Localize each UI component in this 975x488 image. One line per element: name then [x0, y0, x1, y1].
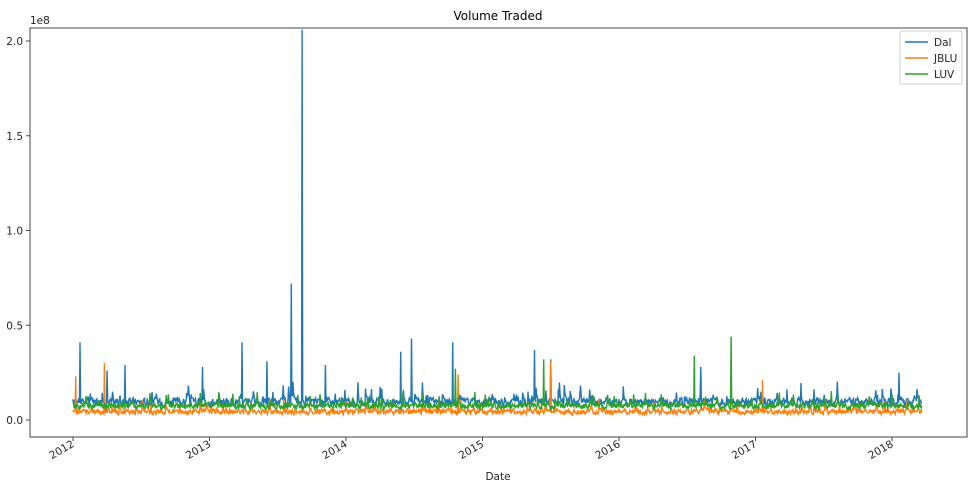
y-tick-label: 1.5: [6, 131, 23, 143]
plot-frame: [29, 27, 968, 438]
x-axis: 2012 2013 2014 2015 2016 2017 2018: [47, 437, 896, 462]
chart-title: Volume Traded: [454, 9, 543, 23]
x-tick-label: 2018: [866, 438, 895, 462]
series-luv: [72, 336, 923, 412]
y-axis: 0.0 0.5 1.0 1.5 2.0: [6, 36, 30, 427]
y-tick-label: 0.0: [6, 415, 23, 427]
series-dal: [72, 29, 922, 410]
x-tick-label: 2012: [47, 438, 76, 462]
legend-item-jblu: JBLU: [905, 53, 957, 65]
x-tick-label: 2014: [320, 438, 349, 462]
x-axis-label: Date: [485, 471, 510, 483]
legend: Dal JBLU LUV: [899, 30, 963, 85]
x-tick-label: 2017: [730, 438, 759, 462]
y-scale-label: 1e8: [30, 15, 50, 27]
legend-label: Dal: [934, 37, 951, 49]
x-tick-label: 2013: [184, 438, 213, 462]
legend-label: LUV: [934, 69, 955, 81]
x-tick-label: 2015: [457, 438, 486, 462]
y-tick-label: 1.0: [6, 226, 23, 238]
legend-label: JBLU: [933, 53, 957, 65]
y-tick-label: 2.0: [6, 36, 23, 48]
series-layer: [72, 29, 923, 418]
legend-box: [899, 30, 963, 85]
x-tick-label: 2016: [593, 438, 622, 462]
legend-item-luv: LUV: [905, 69, 955, 81]
series-jblu: [72, 361, 923, 418]
y-tick-label: 0.5: [6, 320, 23, 332]
legend-item-dal: Dal: [905, 37, 951, 49]
